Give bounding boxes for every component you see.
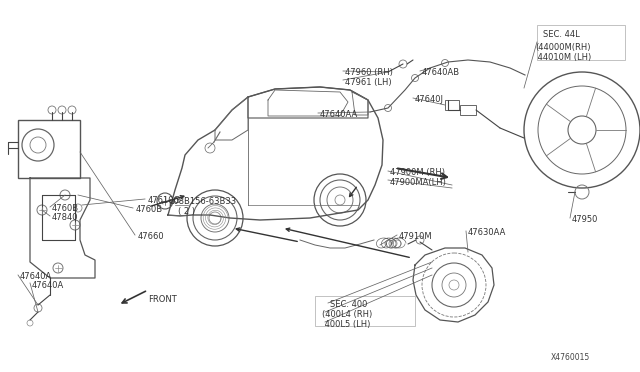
Text: 47961 (LH): 47961 (LH) [345, 78, 392, 87]
Text: SEC. 400: SEC. 400 [330, 300, 367, 309]
Text: 400L5 (LH): 400L5 (LH) [322, 320, 371, 329]
Text: (44000M(RH): (44000M(RH) [535, 43, 591, 52]
Text: 47660: 47660 [138, 232, 164, 241]
Text: SEC. 44L: SEC. 44L [543, 30, 580, 39]
Text: 47640AA: 47640AA [320, 110, 358, 119]
Text: 4760B: 4760B [136, 205, 163, 214]
Text: 44010M (LH): 44010M (LH) [535, 53, 591, 62]
Text: µ08B156-63B33: µ08B156-63B33 [168, 197, 236, 206]
Text: 47950: 47950 [572, 215, 598, 224]
Bar [315, 296, 415, 326]
Text: 47640A: 47640A [20, 272, 52, 281]
Text: 47610G: 47610G [148, 196, 181, 205]
Text: 47630AA: 47630AA [468, 228, 506, 237]
Text: 47960 (RH): 47960 (RH) [345, 68, 393, 77]
Bar [445, 100, 459, 110]
Text: 47900MA(LH): 47900MA(LH) [390, 178, 447, 187]
Text: 47640AB: 47640AB [422, 68, 460, 77]
Bar [537, 25, 625, 60]
Bar [460, 105, 476, 115]
Text: X4760015: X4760015 [551, 353, 590, 362]
Text: 47840: 47840 [52, 213, 79, 222]
Text: 47910M: 47910M [399, 232, 433, 241]
Text: FRONT: FRONT [148, 295, 177, 304]
Text: 47900M (RH): 47900M (RH) [390, 168, 445, 177]
Text: ( 2 ): ( 2 ) [178, 207, 195, 216]
Text: 47640J: 47640J [415, 95, 444, 104]
Text: (400L4 (RH): (400L4 (RH) [322, 310, 372, 319]
Bar [18, 120, 80, 178]
Text: 47640A: 47640A [32, 281, 64, 290]
Text: 4760B: 4760B [52, 204, 79, 213]
